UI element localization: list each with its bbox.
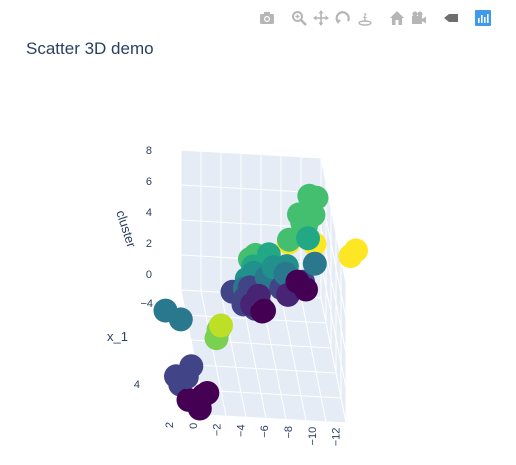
x-tick-label: −8 [283,426,295,439]
z-axis-title: cluster [113,208,139,250]
data-point [277,227,301,252]
camera-icon[interactable] [256,8,278,28]
data-point [209,313,233,338]
x-tick-label: −4 [235,424,247,437]
chart-title: Scatter 3D demo [26,39,154,58]
z-tick-label: 2 [146,238,152,250]
pan-icon[interactable] [310,8,332,28]
data-point [294,277,318,302]
y-axis-title: x_1 [107,329,128,344]
data-point [179,354,204,379]
axis-ticks: 0 2 4 6 8 −4 4 2 0 −2 −4 −6 −8 −10 −12 [134,145,343,446]
z-tick-label: 0 [146,269,152,281]
z-tick-label: 8 [146,145,152,157]
z-tick-label: 6 [146,176,152,188]
y-tick-label: −4 [140,298,153,310]
x-tick-label: −2 [212,424,224,437]
data-point [168,307,193,332]
camera-view-icon[interactable] [408,8,430,28]
orbit-icon[interactable] [332,8,354,28]
zoom-icon[interactable] [288,8,310,28]
hover-toggle-icon[interactable] [440,8,462,28]
data-point [252,298,276,323]
x-tick-label: 0 [188,423,200,429]
x-tick-label: −12 [331,428,343,447]
x-tick-label: −6 [259,425,271,438]
z-tick-label: 4 [146,207,152,219]
modebar: z [246,8,494,28]
x-tick-label: −10 [307,427,319,446]
turntable-icon[interactable]: z [354,8,376,28]
plotly-logo-icon[interactable] [472,8,494,28]
data-point [304,185,329,210]
data-points [153,183,368,421]
data-point [302,251,327,276]
svg-text:z: z [363,11,367,20]
x-tick-label: 2 [164,422,176,428]
data-point [195,381,220,405]
data-point [344,238,368,263]
y-tick-label: 4 [134,379,140,391]
home-icon[interactable] [386,8,408,28]
data-point [296,226,320,251]
